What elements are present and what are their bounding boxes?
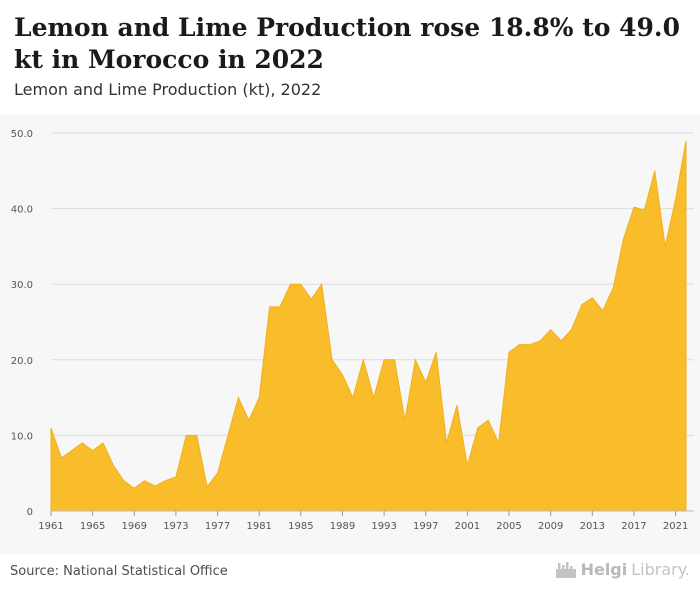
data-point bbox=[352, 396, 354, 398]
data-point bbox=[258, 396, 260, 398]
data-point bbox=[227, 434, 229, 436]
data-point bbox=[674, 198, 676, 200]
x-tick-label: 2017 bbox=[621, 521, 646, 532]
data-point bbox=[248, 419, 250, 421]
data-point bbox=[633, 206, 635, 208]
logo-name: Helgi bbox=[580, 560, 628, 579]
data-point bbox=[539, 340, 541, 342]
x-tick-label: 1969 bbox=[122, 521, 147, 532]
data-point bbox=[206, 486, 208, 488]
data-point bbox=[123, 480, 125, 482]
data-point bbox=[456, 404, 458, 406]
data-point bbox=[279, 306, 281, 308]
helgi-library-logo[interactable]: Helgi Library. bbox=[555, 560, 690, 579]
y-tick-label: 10.0 bbox=[11, 431, 33, 442]
y-tick-label: 40.0 bbox=[11, 205, 33, 216]
data-point bbox=[529, 343, 531, 345]
data-point bbox=[237, 396, 239, 398]
data-point bbox=[383, 359, 385, 361]
data-point bbox=[560, 340, 562, 342]
data-point bbox=[268, 306, 270, 308]
data-point bbox=[664, 245, 666, 247]
data-point bbox=[518, 343, 520, 345]
chart-header: Lemon and Lime Production rose 18.8% to … bbox=[0, 0, 700, 114]
data-point bbox=[508, 351, 510, 353]
data-point bbox=[289, 283, 291, 285]
data-point bbox=[487, 419, 489, 421]
x-axis: 1961 1965 1969 1973 1977 1981 1985 1989 1993 1997… bbox=[38, 510, 694, 532]
data-point bbox=[425, 381, 427, 383]
data-point bbox=[497, 442, 499, 444]
chart-subtitle: Lemon and Lime Production (kt), 2022 bbox=[14, 80, 322, 99]
y-tick-label: 30.0 bbox=[11, 280, 33, 291]
data-point bbox=[602, 309, 604, 311]
data-point bbox=[216, 472, 218, 474]
data-point bbox=[373, 396, 375, 398]
x-tick-label: 1977 bbox=[205, 521, 230, 532]
data-point bbox=[404, 419, 406, 421]
data-point bbox=[154, 485, 156, 487]
data-point bbox=[50, 427, 52, 429]
x-tick-label: 2021 bbox=[663, 521, 688, 532]
data-point bbox=[331, 359, 333, 361]
chart-title: Lemon and Lime Production rose 18.8% to … bbox=[14, 13, 681, 74]
y-axis: 0 10.0 20.0 30.0 40.0 50.0 bbox=[11, 129, 33, 518]
data-point bbox=[466, 464, 468, 466]
y-tick-label: 50.0 bbox=[11, 129, 33, 140]
x-tick-label: 1985 bbox=[288, 521, 313, 532]
data-point bbox=[71, 449, 73, 451]
data-point bbox=[164, 480, 166, 482]
data-point bbox=[81, 442, 83, 444]
data-point bbox=[581, 303, 583, 305]
data-point bbox=[112, 464, 114, 466]
data-point bbox=[549, 328, 551, 330]
data-point bbox=[445, 442, 447, 444]
data-point bbox=[310, 298, 312, 300]
logo-suffix: Library. bbox=[631, 560, 690, 579]
data-point bbox=[60, 457, 62, 459]
data-point bbox=[196, 434, 198, 436]
source-note: Source: National Statistical Office bbox=[10, 564, 228, 579]
data-point bbox=[622, 238, 624, 240]
data-point bbox=[300, 283, 302, 285]
data-point bbox=[320, 283, 322, 285]
data-point bbox=[91, 449, 93, 451]
data-point bbox=[143, 480, 145, 482]
data-point bbox=[591, 297, 593, 299]
x-tick-label: 2005 bbox=[496, 521, 521, 532]
data-point bbox=[102, 442, 104, 444]
chart-footer: Source: National Statistical Office Helg… bbox=[0, 554, 700, 596]
data-point bbox=[570, 328, 572, 330]
x-tick-label: 1961 bbox=[38, 521, 63, 532]
data-point bbox=[685, 139, 687, 141]
data-point bbox=[414, 359, 416, 361]
x-tick-label: 1997 bbox=[413, 521, 438, 532]
area-chart: 010.020.030.040.050.0 1961 1965 1969 1973 19… bbox=[11, 129, 694, 532]
x-tick-label: 1973 bbox=[163, 521, 188, 532]
chart-area: 0 10.0 20.0 30.0 40.0 50.0 1961 1965 1969 1973 19… bbox=[0, 114, 700, 554]
x-tick-label: 1989 bbox=[330, 521, 355, 532]
factory-icon bbox=[555, 561, 576, 578]
data-point bbox=[435, 351, 437, 353]
x-tick-label: 2009 bbox=[538, 521, 563, 532]
data-point bbox=[643, 209, 645, 211]
data-point bbox=[654, 170, 656, 172]
data-point bbox=[175, 476, 177, 478]
x-tick-label: 1981 bbox=[246, 521, 271, 532]
data-point bbox=[477, 427, 479, 429]
data-point bbox=[612, 287, 614, 289]
data-point bbox=[185, 434, 187, 436]
area-fill bbox=[50, 140, 687, 512]
x-tick-label: 2013 bbox=[580, 521, 605, 532]
y-tick-label: 0 bbox=[27, 507, 33, 518]
data-point bbox=[341, 374, 343, 376]
y-tick-label: 20.0 bbox=[11, 356, 33, 367]
x-tick-label: 2001 bbox=[455, 521, 480, 532]
data-point bbox=[133, 487, 135, 489]
data-point bbox=[362, 359, 364, 361]
data-point bbox=[393, 359, 395, 361]
x-tick-label: 1993 bbox=[371, 521, 396, 532]
area-series bbox=[50, 139, 687, 512]
x-tick-label: 1965 bbox=[80, 521, 105, 532]
